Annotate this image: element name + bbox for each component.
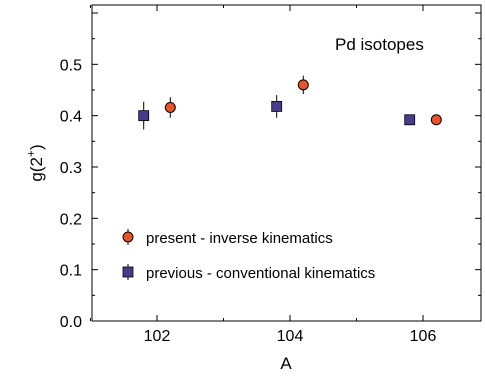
data-point-previous (404, 114, 416, 126)
y-axis-label-sup: + (24, 150, 38, 157)
y-axis-label-close: ) (27, 144, 46, 150)
data-point-previous (271, 101, 283, 112)
y-tick-label: 0.4 (60, 109, 82, 126)
x-tick-label: 106 (410, 328, 437, 345)
x-tick-label: 104 (277, 328, 304, 345)
y-tick-label: 0.2 (60, 211, 82, 228)
data-point-present (297, 79, 309, 91)
y-tick-label: 0.5 (60, 57, 82, 74)
x-tick-label: 102 (144, 328, 171, 345)
y-axis-label: g(2+) (24, 144, 46, 181)
y-tick-label: 0.1 (60, 263, 82, 280)
legend-marker-previous (122, 266, 134, 278)
legend-label: present - inverse kinematics (146, 230, 333, 247)
chart-annotation: Pd isotopes (335, 35, 424, 54)
y-axis-label-main: g(2 (27, 157, 46, 182)
data-point-previous (138, 110, 150, 122)
data-point-present (164, 101, 176, 113)
y-tick-label: 0.0 (60, 314, 82, 331)
legend-label: previous - conventional kinematics (146, 265, 375, 282)
y-tick-label: 0.3 (60, 160, 82, 177)
plot-frame (91, 4, 482, 322)
x-axis-label: A (280, 354, 292, 373)
legend-marker-present (122, 231, 134, 243)
data-point-present (430, 114, 442, 126)
